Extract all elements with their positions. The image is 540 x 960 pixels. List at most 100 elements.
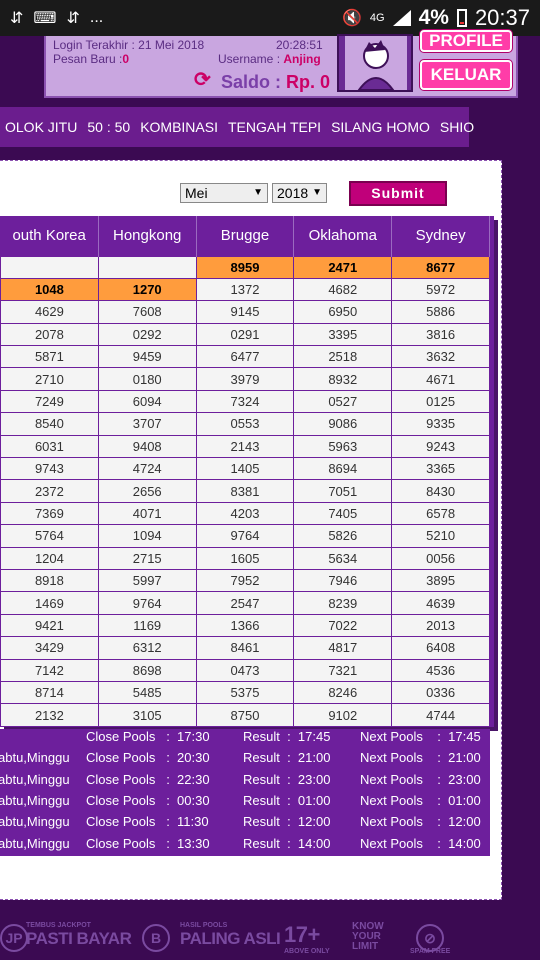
jp-logo-icon: JP [0, 924, 28, 952]
table-cell: 2132 [0, 703, 99, 727]
table-cell: 5485 [97, 680, 197, 705]
chevron-down-icon: ▼ [312, 187, 322, 198]
menu-item-kombinasi[interactable]: KOMBINASI [140, 119, 218, 135]
table-cell: 9764 [97, 591, 197, 615]
table-cell: 7405 [293, 501, 393, 526]
table-cell: 7022 [293, 613, 393, 638]
schedule-row: Close Pools : 17:30 Result : 17:45 Next Po… [0, 729, 490, 750]
table-cell: 3632 [391, 345, 490, 369]
table-cell: 8430 [391, 479, 490, 503]
table-cell: 3365 [391, 457, 490, 481]
new-messages[interactable]: Pesan Baru :0 [53, 52, 130, 66]
schedule-next: Next Pools : 17:45 [360, 729, 481, 744]
network-label: 4G [369, 12, 385, 24]
menu-item-colok-jitu[interactable]: OLOK JITU [5, 119, 78, 135]
schedule-next: Next Pools : 21:00 [360, 750, 481, 766]
table-cell: 7952 [195, 568, 295, 593]
table-cell: 6094 [97, 389, 197, 414]
table-cell: 8246 [293, 680, 393, 705]
table-cell: 8698 [97, 658, 197, 682]
submit-button[interactable]: Submit [349, 181, 447, 206]
column-header: Sydney [391, 216, 490, 256]
battery-icon [456, 9, 467, 27]
table-row: 9421 1169 1366 7022 2013 [0, 613, 490, 638]
table-cell: 2143 [195, 434, 295, 459]
column-header: Oklahoma [293, 216, 393, 256]
table-cell: 5210 [391, 524, 490, 548]
results-table: outh Korea Hongkong Brugge Oklahoma Sydn… [0, 216, 494, 727]
profile-button[interactable]: PROFILE [420, 30, 512, 52]
table-row: 5871 9459 6477 2518 3632 [0, 345, 490, 369]
schedule-close: Close Pools : 00:30 [86, 792, 210, 808]
table-cell: 1366 [195, 613, 295, 638]
schedule-row: abtu,Minggu Close Pools : 22:30 Result : 2… [0, 772, 490, 793]
table-cell: 2372 [0, 479, 99, 503]
table-cell: 2078 [0, 322, 99, 347]
table-cell: 1169 [97, 613, 197, 638]
column-header: outh Korea [0, 216, 99, 256]
schedule-close: Close Pools : 11:30 [86, 814, 209, 830]
clock: 20:37 [474, 5, 530, 30]
table-cell: 5634 [293, 546, 393, 570]
footer-item-pasti-bayar: TEMBUS JACKPOT PASTI BAYAR [26, 922, 132, 948]
schedule-next: Next Pools : 14:00 [360, 835, 481, 851]
schedule-row: abtu,Minggu Close Pools : 11:30 Result : 1… [0, 814, 490, 835]
table-cell: 0292 [97, 322, 197, 347]
table-cell: 4071 [97, 501, 197, 526]
schedule-days: abtu,Minggu [0, 771, 70, 787]
table-row: 7142 8698 0473 7321 4536 [0, 658, 490, 682]
table-cell: 4639 [391, 591, 490, 615]
table-cell: 5997 [97, 568, 197, 593]
table-cell: 8750 [195, 703, 295, 727]
menu-item-tengah-tepi[interactable]: TENGAH TEPI [227, 119, 322, 135]
schedule-close: Close Pools : 20:30 [86, 750, 210, 766]
table-cell: 0473 [195, 658, 295, 682]
schedule-next: Next Pools : 12:00 [360, 814, 481, 830]
table-cell: 2715 [97, 546, 197, 570]
table-cell: 5963 [293, 434, 393, 459]
table-cell: 8694 [293, 457, 393, 481]
refresh-icon[interactable]: ⟳ [194, 69, 211, 91]
signal-icon [392, 10, 411, 26]
table-cell: 7321 [293, 658, 393, 682]
table-cell: 4817 [293, 636, 393, 660]
last-login-time: 20:28:51 [276, 38, 323, 52]
schedule-row: abtu,Minggu Close Pools : 20:30 Result : 2… [0, 750, 490, 771]
table-cell [0, 255, 99, 279]
battery-percent: 4% [418, 6, 449, 29]
table-cell: 4629 [0, 300, 99, 324]
last-login: Login Terakhir : 21 Mei 2018 [53, 38, 205, 52]
footer: JP TEMBUS JACKPOT PASTI BAYAR B HASIL PO… [0, 918, 540, 960]
avatar [337, 34, 413, 92]
menu-item-50-50[interactable]: 50 : 50 [87, 119, 131, 135]
table-cell: 7369 [0, 501, 99, 526]
table-cell: 3105 [97, 703, 197, 727]
menu-bar: OLOK JITU 50 : 50 KOMBINASI TENGAH TEPI … [0, 107, 474, 147]
table-cell: 1270 [97, 277, 197, 302]
table-cell: 7142 [0, 658, 99, 682]
schedule-days: abtu,Minggu [0, 835, 70, 851]
menu-item-shio[interactable]: SHIO [439, 119, 475, 135]
table-cell: 7324 [195, 389, 295, 414]
table-cell: 4724 [97, 457, 197, 481]
table-cell: 9764 [195, 524, 295, 548]
month-select[interactable]: Mei ▼ [180, 183, 268, 203]
table-cell: 5972 [391, 277, 490, 302]
year-select[interactable]: 2018 ▼ [272, 183, 327, 203]
more-icon: ... [89, 9, 104, 26]
table-cell: 5871 [0, 345, 99, 369]
table-cell: 9421 [0, 613, 99, 638]
table-row: 8918 5997 7952 7946 3895 [0, 568, 490, 593]
table-cell: 3979 [195, 367, 295, 391]
schedule-close: Close Pools : 13:30 [86, 835, 210, 851]
table-cell: 8461 [195, 636, 295, 660]
table-row: 2710 0180 3979 8932 4671 [0, 367, 490, 391]
table-cell: 8918 [0, 568, 99, 593]
schedule-row: abtu,Minggu Close Pools : 00:30 Result : 0… [0, 793, 490, 814]
table-cell: 5826 [293, 524, 393, 548]
username-value: Anjing [283, 52, 321, 66]
table-cell: 7946 [293, 568, 393, 593]
usb-icon: ⇵ [66, 10, 80, 27]
menu-item-silang-homo[interactable]: SILANG HOMO [331, 119, 430, 135]
logout-button[interactable]: KELUAR [420, 60, 512, 90]
